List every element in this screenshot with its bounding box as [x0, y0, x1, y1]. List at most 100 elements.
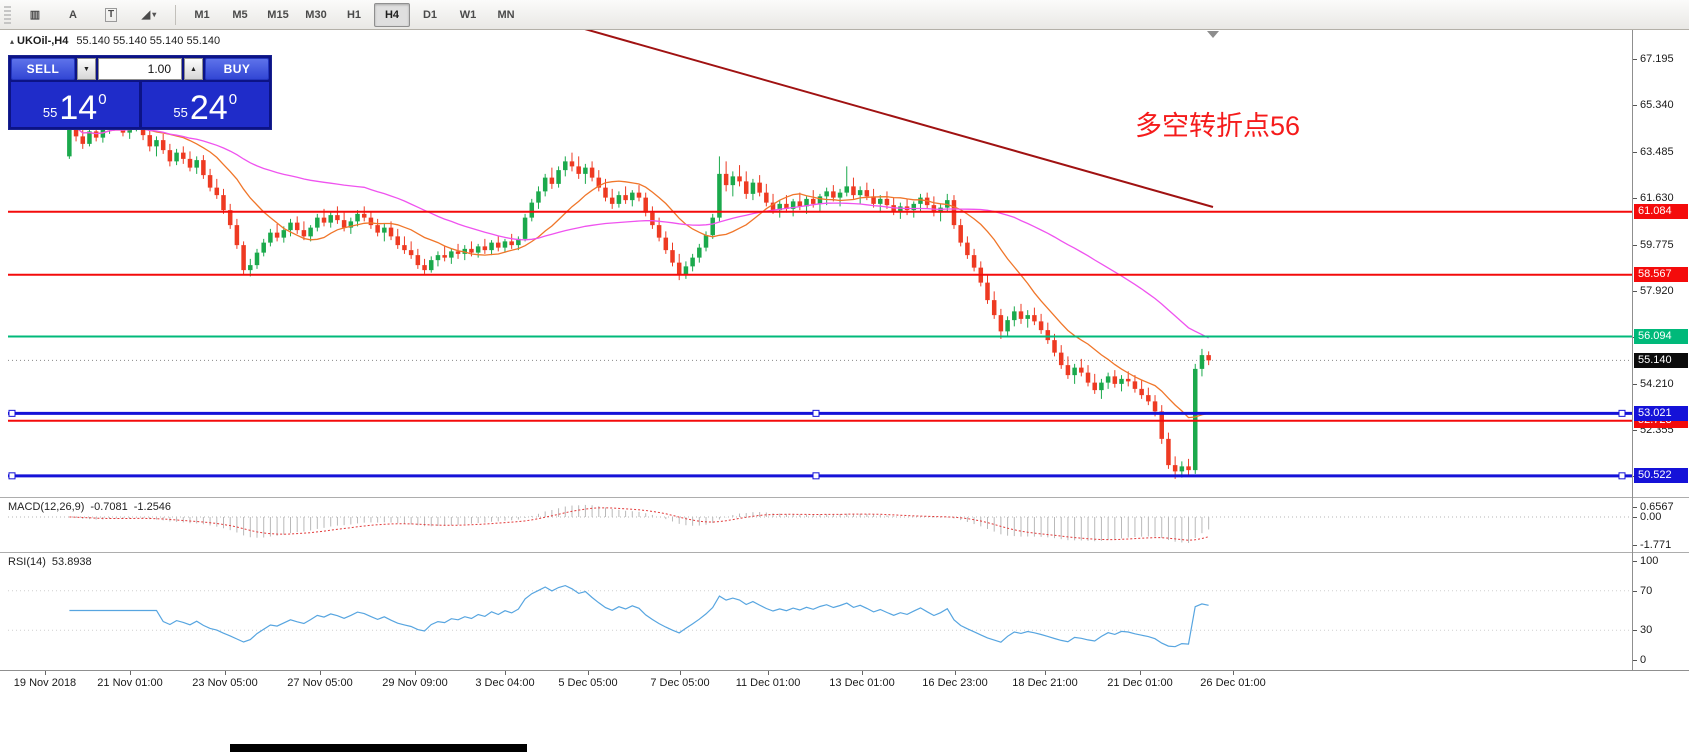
timeframe-button-m30[interactable]: M30 — [305, 8, 327, 21]
time-tick — [415, 671, 416, 675]
text-tool[interactable]: A — [55, 3, 91, 27]
pattern-tool[interactable]: ▥ — [17, 3, 53, 27]
timeframe-button-m15[interactable]: M15 — [267, 8, 289, 21]
shapes-tool[interactable]: ◢ ▾ — [131, 3, 167, 27]
macd-scale-0.00: 0.00 — [1640, 511, 1662, 523]
timeframe-group: M1 M5 M15 M30 H1 H4 D1 W1 MN — [184, 2, 524, 27]
price-scale-63.485: 63.485 — [1640, 145, 1674, 158]
buy-button[interactable]: BUY — [205, 58, 269, 80]
timeframe-button-h1[interactable]: H1 — [346, 8, 362, 21]
macd-name: MACD(12,26,9) — [8, 501, 85, 513]
chart-area[interactable]: ▴ UKOil-,H4 55.140 55.140 55.140 55.140 SE… — [0, 30, 1689, 752]
volume-up-button[interactable]: ▲ — [184, 58, 203, 80]
macd-scale-0.6567: 0.6567 — [1640, 500, 1674, 513]
volume-down-button[interactable]: ▼ — [77, 58, 96, 80]
text-tool-icon: A — [69, 8, 77, 21]
axis-tick — [1633, 151, 1637, 153]
sell-price-whole: 55 — [42, 105, 58, 120]
line-handle[interactable] — [1618, 472, 1626, 480]
line-handle[interactable] — [1618, 409, 1626, 417]
macd-panel-canvas[interactable] — [0, 498, 1632, 552]
timeframe-button-w1[interactable]: W1 — [459, 8, 477, 21]
time-label: 29 Nov 09:00 — [382, 677, 448, 689]
sell-button[interactable]: SELL — [11, 58, 75, 80]
macd-value: -0.7081 — [90, 501, 128, 513]
time-label: 23 Nov 05:00 — [192, 677, 258, 689]
time-axis[interactable]: 19 Nov 2018 21 Nov 01:00 23 Nov 05:00 27 No… — [0, 670, 1689, 696]
price-scale-61.630: 61.630 — [1640, 192, 1674, 205]
panel-separator[interactable] — [0, 497, 1689, 498]
price-scale-67.195: 67.195 — [1640, 53, 1674, 65]
rsi-panel-canvas[interactable] — [0, 553, 1632, 670]
buy-price-display[interactable]: 55 24 0 — [141, 82, 269, 128]
macd-signal-value: -1.2546 — [133, 501, 172, 513]
line-handle[interactable] — [8, 409, 16, 417]
timeframe-button-d1[interactable]: D1 — [422, 8, 438, 21]
text-label-tool[interactable]: T — [93, 3, 129, 27]
text-label-tool-icon: T — [104, 7, 118, 22]
axis-tick — [1633, 506, 1637, 508]
chart-shift-marker-icon[interactable] — [1207, 31, 1219, 38]
price-level-label-50.522: 50.522 — [1634, 468, 1688, 484]
time-label: 16 Dec 23:00 — [922, 677, 988, 689]
macd-signal-line — [69, 507, 1209, 541]
time-label: 5 Dec 05:00 — [558, 677, 618, 689]
price-scale-65.340: 65.340 — [1640, 99, 1674, 112]
rsi-name: RSI(14) — [8, 556, 46, 568]
ma-fast-line — [68, 118, 1209, 419]
current-price-label: 55.140 — [1634, 352, 1688, 368]
rsi-value: 53.8938 — [51, 556, 92, 568]
time-tick — [862, 671, 863, 675]
descending-trendline[interactable] — [560, 30, 1214, 208]
buy-price-point: 0 — [228, 91, 238, 108]
timeframe-button-h4[interactable]: H4 — [374, 2, 410, 27]
rsi-scale-0: 0 — [1640, 654, 1647, 666]
time-label: 3 Dec 04:00 — [475, 677, 535, 689]
axis-tick — [1633, 290, 1637, 292]
axis-tick — [1633, 244, 1637, 246]
axis-tick — [1633, 561, 1637, 562]
toolbar-grip[interactable] — [4, 5, 11, 24]
toolbar: ▥ A T ◢ ▾ M1 M5 M15 M30 H1 H4 D1 W1 MN — [0, 0, 1689, 30]
ohlc-values: 55.140 55.140 55.140 55.140 — [76, 35, 221, 47]
annotation-text[interactable]: 多空转折点56 — [1135, 111, 1301, 141]
rsi-indicator-label: RSI(14) 53.8938 — [8, 556, 98, 568]
time-tick — [588, 671, 589, 675]
buy-price-pips: 24 — [189, 89, 228, 128]
axis-tick — [1633, 430, 1637, 431]
time-tick — [1233, 671, 1234, 675]
price-scale-57.920: 57.920 — [1640, 284, 1674, 297]
time-tick — [130, 671, 131, 675]
toolbar-separator — [175, 4, 176, 25]
sell-price-pips: 14 — [59, 89, 98, 128]
panel-separator[interactable] — [0, 552, 1689, 553]
axis-tick — [1633, 544, 1637, 546]
buy-price-whole: 55 — [173, 105, 188, 120]
axis-tick — [1633, 517, 1637, 518]
time-label: 19 Nov 2018 — [13, 677, 77, 689]
time-tick — [768, 671, 769, 675]
axis-tick — [1633, 660, 1637, 661]
line-handle[interactable] — [812, 472, 820, 480]
macd-scale--1.771: -1.771 — [1640, 538, 1672, 551]
rsi-line — [69, 584, 1209, 648]
line-handle[interactable] — [8, 472, 16, 480]
macd-indicator-label: MACD(12,26,9) -0.7081 -1.2546 — [8, 501, 177, 513]
time-tick — [320, 671, 321, 675]
time-tick — [1045, 671, 1046, 675]
time-tick — [955, 671, 956, 675]
price-level-label-53.021: 53.021 — [1634, 405, 1688, 421]
line-handle[interactable] — [812, 409, 820, 417]
sell-price-display[interactable]: 55 14 0 — [11, 82, 139, 127]
timeframe-button-m5[interactable]: M5 — [232, 8, 248, 21]
price-level-label-58.567: 58.567 — [1634, 267, 1688, 283]
timeframe-button-m1[interactable]: M1 — [194, 8, 210, 21]
timeframe-button-mn[interactable]: MN — [497, 8, 515, 21]
time-label: 26 Dec 01:00 — [1200, 677, 1266, 689]
price-level-label-56.094: 56.094 — [1634, 329, 1688, 345]
volume-input[interactable] — [98, 58, 182, 80]
arrow-up-icon: ▲ — [190, 65, 197, 73]
time-tick — [45, 671, 46, 675]
main-chart-canvas[interactable] — [0, 30, 1632, 497]
